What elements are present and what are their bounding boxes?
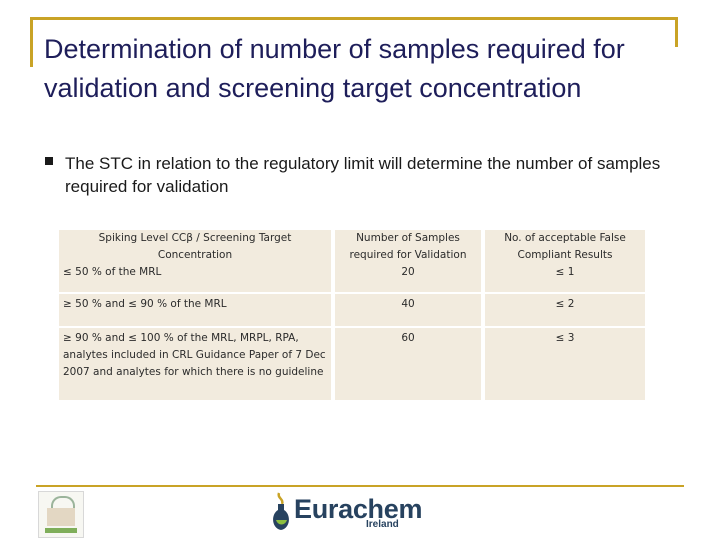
cell-false-compliant: ≤ 3 (481, 327, 645, 400)
cell-level: ≤ 50 % of the MRL (63, 266, 162, 278)
logo-wordmark: Eurachem (294, 494, 423, 524)
table-cell: Spiking Level CCβ / Screening Target Con… (59, 230, 333, 294)
table-row: Spiking Level CCβ / Screening Target Con… (59, 230, 645, 294)
cell-false-compliant: ≤ 1 (555, 266, 575, 278)
flask-icon (273, 492, 289, 530)
cell-level: ≥ 90 % and ≤ 100 % of the MRL, MRPL, RPA… (59, 327, 333, 400)
logo-subtext: Ireland (366, 519, 399, 530)
cell-samples: 60 (331, 327, 483, 400)
eurachem-logo: Eurachem Ireland (268, 490, 422, 536)
column-header-false-compliant: No. of acceptable False Compliant Result… (504, 232, 626, 261)
column-header-spiking-level: Spiking Level CCβ / Screening Target Con… (98, 232, 292, 261)
frame-top-border (30, 17, 678, 20)
table-cell: Number of Samples required for Validatio… (331, 230, 483, 294)
cell-samples: 40 (331, 293, 483, 328)
table-row: ≥ 90 % and ≤ 100 % of the MRL, MRPL, RPA… (59, 327, 645, 400)
cell-samples: 20 (401, 266, 415, 278)
samples-table: Spiking Level CCβ / Screening Target Con… (59, 230, 645, 400)
frame-right-border (675, 17, 678, 47)
table-cell: No. of acceptable False Compliant Result… (481, 230, 645, 294)
partner-logo-icon (38, 491, 84, 538)
cell-level: ≥ 50 % and ≤ 90 % of the MRL (59, 293, 333, 328)
column-header-samples: Number of Samples required for Validatio… (349, 232, 467, 261)
table-row: ≥ 50 % and ≤ 90 % of the MRL 40 ≤ 2 (59, 293, 645, 328)
frame-left-border (30, 17, 33, 67)
cell-false-compliant: ≤ 2 (481, 293, 645, 328)
footer-divider (36, 485, 684, 487)
square-bullet-icon (45, 157, 53, 165)
slide-title: Determination of number of samples requi… (44, 34, 625, 103)
bullet-text: The STC in relation to the regulatory li… (65, 154, 661, 196)
